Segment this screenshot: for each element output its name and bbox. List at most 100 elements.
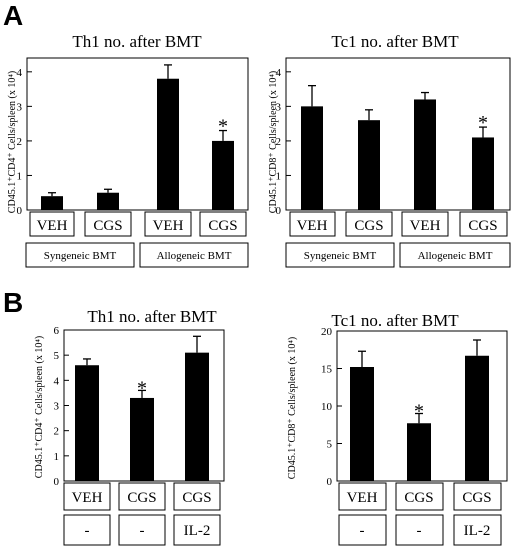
category-box xyxy=(199,211,247,237)
chart-a-tc1: Tc1 no. after BMT CD45.1⁺CD8⁺ Cells/sple… xyxy=(268,32,511,268)
category-box xyxy=(289,211,336,237)
category-label: CGS xyxy=(127,490,156,506)
group-box xyxy=(285,242,395,268)
y-tick-label: 20 xyxy=(321,326,333,338)
category-label: CGS xyxy=(93,218,122,234)
y-tick-label: 4 xyxy=(54,375,60,387)
group-label: - xyxy=(85,523,90,539)
bar xyxy=(212,140,234,210)
group-box xyxy=(338,514,387,546)
group-label: - xyxy=(360,523,365,539)
y-tick-label: 2 xyxy=(276,136,282,148)
bar xyxy=(75,365,99,481)
category-label: CGS xyxy=(354,218,383,234)
y-tick-label: 1 xyxy=(54,451,60,463)
bar xyxy=(130,397,154,481)
category-label: CGS xyxy=(404,490,433,506)
category-box xyxy=(63,482,111,511)
category-box xyxy=(395,482,444,511)
bar xyxy=(97,192,119,210)
y-axis-label: CD45.1⁺CD4⁺ Cells/spleen (x 10⁴) xyxy=(7,71,18,213)
group-box xyxy=(173,514,221,546)
bar xyxy=(465,355,489,481)
group-box xyxy=(453,514,502,546)
bar xyxy=(185,352,209,481)
bar xyxy=(157,78,179,211)
bar xyxy=(358,120,380,210)
category-label: VEH xyxy=(37,218,68,234)
y-tick-label: 3 xyxy=(54,401,60,413)
y-tick-label: 4 xyxy=(276,67,282,79)
y-tick-label: 0 xyxy=(327,476,333,488)
category-label: CGS xyxy=(468,218,497,234)
category-label: VEH xyxy=(153,218,184,234)
y-tick-label: 0 xyxy=(17,205,23,217)
category-label: VEH xyxy=(72,490,103,506)
chart-title: Th1 no. after BMT xyxy=(72,32,202,51)
group-label: Syngeneic BMT xyxy=(44,250,117,262)
bar xyxy=(414,99,436,210)
group-box xyxy=(118,514,166,546)
category-box xyxy=(345,211,393,237)
significance-star: * xyxy=(478,112,488,134)
y-tick-label: 0 xyxy=(54,476,60,488)
panel-letter-a: A xyxy=(3,0,23,31)
category-label: CGS xyxy=(462,490,491,506)
category-box xyxy=(401,211,449,237)
category-label: VEH xyxy=(297,218,328,234)
y-axis-label: CD45.1⁺CD4⁺ Cells/spleen (x 10⁴) xyxy=(34,336,45,478)
group-label: Syngeneic BMT xyxy=(304,250,377,262)
y-tick-label: 1 xyxy=(17,170,23,182)
group-box xyxy=(399,242,511,268)
plot-frame xyxy=(26,57,249,211)
group-box xyxy=(63,514,111,546)
group-label: - xyxy=(417,523,422,539)
category-box xyxy=(338,482,387,511)
significance-star: * xyxy=(137,377,147,399)
y-tick-label: 5 xyxy=(327,439,333,451)
plot-frame xyxy=(285,57,511,211)
y-tick-label: 6 xyxy=(54,325,60,337)
category-box xyxy=(173,482,221,511)
bar xyxy=(472,137,494,210)
significance-star: * xyxy=(218,116,228,138)
category-box xyxy=(29,211,75,237)
y-tick-label: 4 xyxy=(17,67,23,79)
y-tick-label: 2 xyxy=(17,136,23,148)
group-box xyxy=(25,242,135,268)
chart-title: Th1 no. after BMT xyxy=(87,307,217,326)
category-box xyxy=(459,211,508,237)
group-label: IL-2 xyxy=(464,523,491,539)
y-tick-label: 3 xyxy=(276,101,282,113)
group-label: Allogeneic BMT xyxy=(157,250,232,262)
chart-title: Tc1 no. after BMT xyxy=(331,32,459,51)
category-label: VEH xyxy=(410,218,441,234)
category-box xyxy=(84,211,132,237)
chart-title: Tc1 no. after BMT xyxy=(331,311,459,330)
y-tick-label: 3 xyxy=(17,101,23,113)
chart-a-th1: Th1 no. after BMT CD45.1⁺CD4⁺ Cells/sple… xyxy=(7,32,249,268)
y-tick-label: 1 xyxy=(276,170,282,182)
y-tick-label: 0 xyxy=(276,205,282,217)
bar xyxy=(301,106,323,210)
y-tick-label: 5 xyxy=(54,350,60,362)
group-label: Allogeneic BMT xyxy=(418,250,493,262)
category-label: VEH xyxy=(347,490,378,506)
category-box xyxy=(144,211,192,237)
y-tick-label: 15 xyxy=(321,364,333,376)
group-box xyxy=(139,242,249,268)
category-box xyxy=(453,482,502,511)
category-box xyxy=(118,482,166,511)
group-box xyxy=(395,514,444,546)
category-label: CGS xyxy=(182,490,211,506)
significance-star: * xyxy=(414,401,424,423)
chart-b-tc1: Tc1 no. after BMT CD45.1⁺CD8⁺ Cells/sple… xyxy=(287,311,508,546)
bar xyxy=(350,367,374,481)
category-label: CGS xyxy=(208,218,237,234)
y-axis-label: CD45.1⁺CD8⁺ Cells/spleen (x 10⁴) xyxy=(268,71,279,213)
panel-letter-b: B xyxy=(3,287,23,318)
group-label: - xyxy=(140,523,145,539)
bar xyxy=(41,196,63,210)
y-axis-label: CD45.1⁺CD8⁺ Cells/spleen (x 10⁴) xyxy=(287,337,298,479)
